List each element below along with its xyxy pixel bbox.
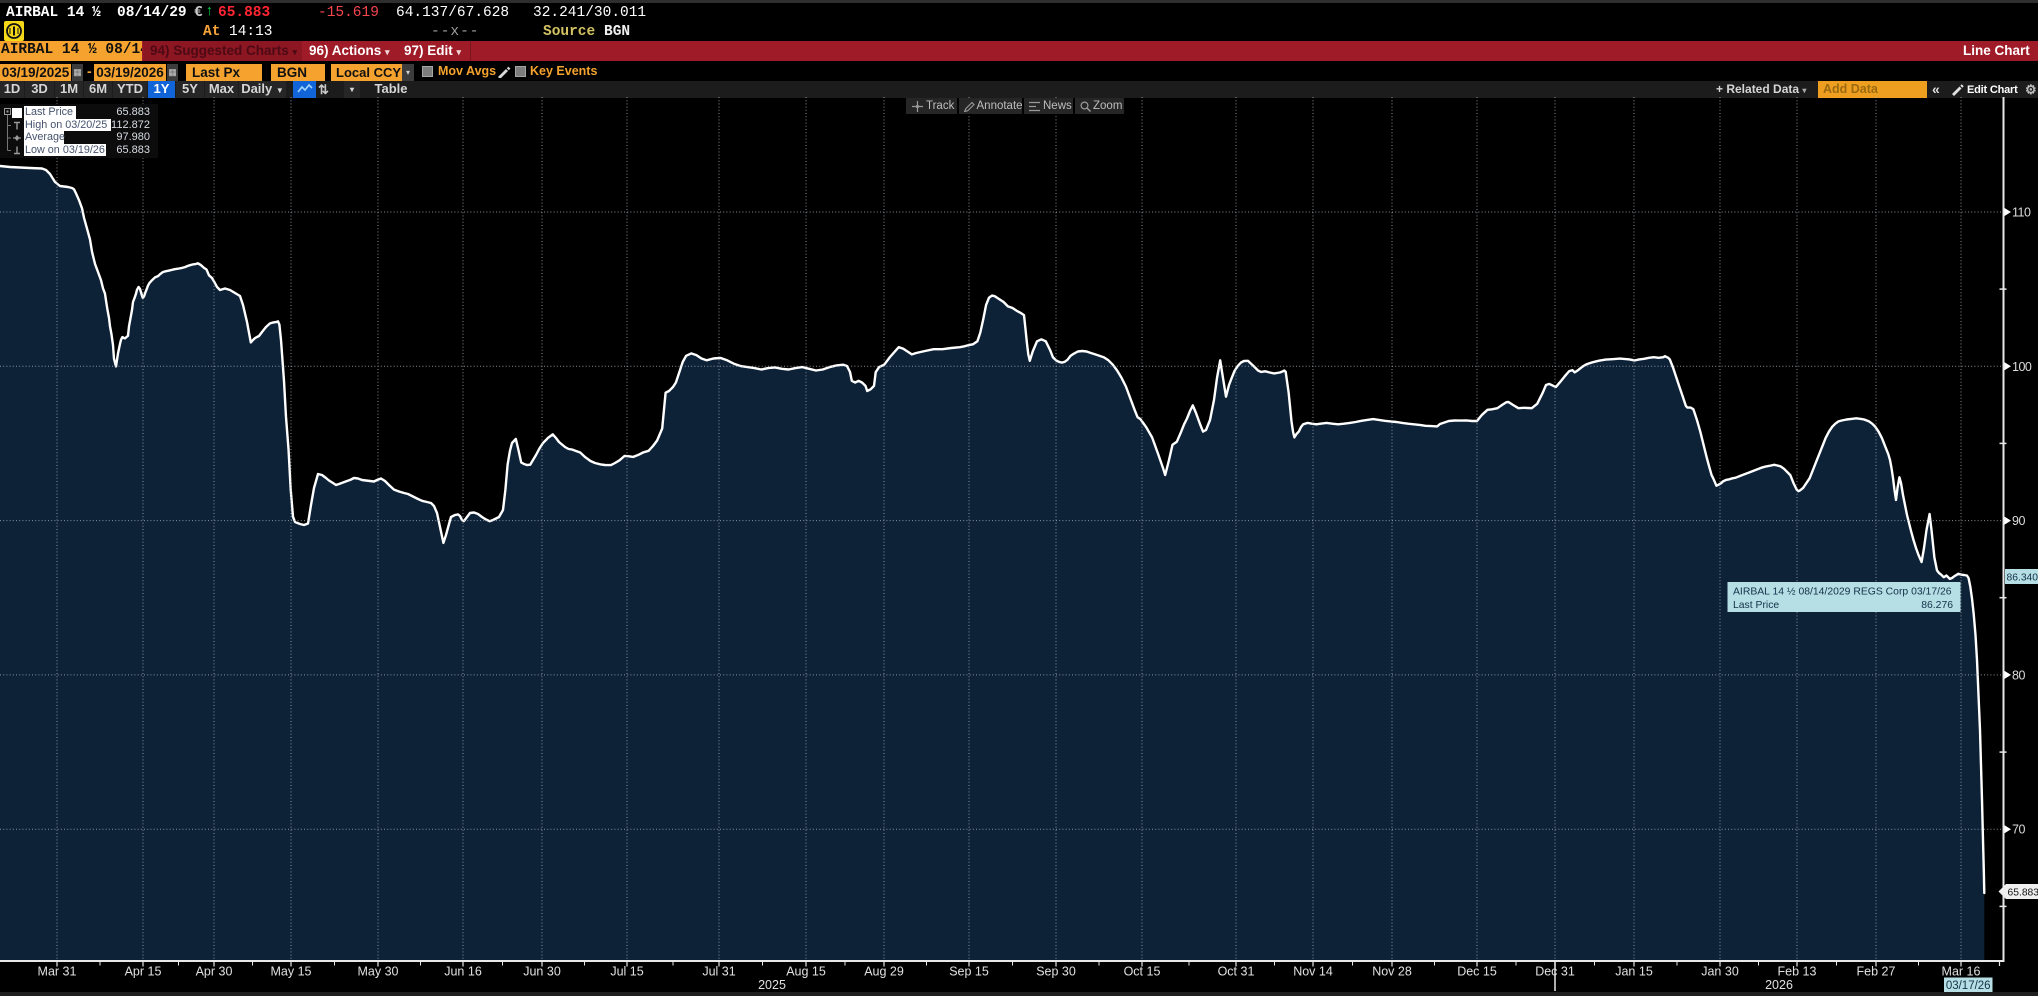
svg-text:Dec 15: Dec 15 (1457, 965, 1497, 979)
svg-text:86.340: 86.340 (2007, 573, 2038, 584)
svg-text:Jul 15: Jul 15 (610, 965, 643, 979)
svg-text:May 30: May 30 (358, 965, 399, 979)
svg-text:Last Price: Last Price (1733, 600, 1779, 611)
svg-text:Jan 15: Jan 15 (1615, 965, 1653, 979)
svg-text:Oct 31: Oct 31 (1218, 965, 1255, 979)
svg-text:65.883: 65.883 (2008, 888, 2038, 899)
svg-text:Nov 14: Nov 14 (1293, 965, 1333, 979)
svg-text:Jul 31: Jul 31 (702, 965, 735, 979)
svg-text:2025: 2025 (758, 978, 786, 992)
svg-text:Jan 30: Jan 30 (1701, 965, 1739, 979)
svg-text:90: 90 (2012, 514, 2025, 528)
svg-text:86.276: 86.276 (1921, 600, 1953, 611)
svg-text:AIRBAL 14 ½ 08/14/2029 REGS C: AIRBAL 14 ½ 08/14/2029 REGS Corp 03/17/2… (1733, 587, 1952, 598)
svg-text:Mar 16: Mar 16 (1942, 965, 1981, 979)
svg-text:Jun 30: Jun 30 (523, 965, 561, 979)
svg-text:Oct 15: Oct 15 (1124, 965, 1161, 979)
svg-text:Sep 30: Sep 30 (1036, 965, 1076, 979)
svg-text:2026: 2026 (1765, 978, 1793, 992)
svg-text:May 15: May 15 (271, 965, 312, 979)
svg-text:Feb 27: Feb 27 (1857, 965, 1896, 979)
svg-text:Aug 15: Aug 15 (786, 965, 826, 979)
svg-text:70: 70 (2012, 823, 2025, 837)
svg-text:Mar 31: Mar 31 (38, 965, 77, 979)
svg-text:Aug 29: Aug 29 (864, 965, 904, 979)
svg-text:Apr 30: Apr 30 (196, 965, 233, 979)
svg-text:110: 110 (2012, 206, 2031, 220)
svg-text:Feb 13: Feb 13 (1778, 965, 1817, 979)
svg-text:Nov 28: Nov 28 (1372, 965, 1412, 979)
svg-text:80: 80 (2012, 668, 2025, 682)
svg-text:03/17/26: 03/17/26 (1946, 980, 1991, 992)
svg-text:100: 100 (2012, 360, 2032, 374)
svg-text:Sep 15: Sep 15 (949, 965, 989, 979)
svg-text:Jun 16: Jun 16 (444, 965, 482, 979)
svg-text:Apr 15: Apr 15 (125, 965, 162, 979)
